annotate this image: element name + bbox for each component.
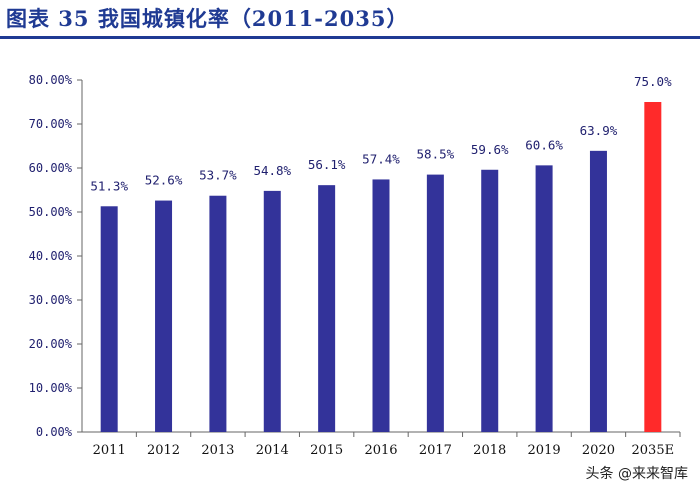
- bar: [481, 169, 499, 432]
- data-label: 53.7%: [199, 168, 237, 183]
- bar: [426, 174, 444, 432]
- data-label: 57.4%: [362, 151, 400, 166]
- x-tick-label: 2016: [364, 443, 397, 458]
- data-label: 59.6%: [471, 142, 509, 157]
- bar: [263, 190, 281, 432]
- y-tick-label: 20.00%: [29, 337, 73, 351]
- data-label: 51.3%: [90, 178, 128, 193]
- x-tick-label: 2019: [528, 443, 561, 458]
- data-label: 63.9%: [580, 123, 618, 138]
- x-tick-label: 2012: [147, 443, 180, 458]
- bar: [535, 165, 553, 433]
- bar: [155, 200, 173, 432]
- y-tick-label: 80.00%: [29, 73, 73, 87]
- bar: [372, 179, 390, 432]
- data-label: 60.6%: [525, 137, 563, 152]
- title-underline: [0, 36, 700, 39]
- data-label: 56.1%: [308, 157, 346, 172]
- x-tick-label: 2017: [419, 443, 452, 458]
- bar: [100, 206, 118, 432]
- data-label: 58.5%: [417, 147, 455, 162]
- y-tick-label: 40.00%: [29, 249, 73, 263]
- x-tick-label: 2011: [93, 443, 126, 458]
- chart-title: 图表 35 我国城镇化率（2011-2035）: [6, 6, 409, 31]
- data-label: 54.8%: [253, 163, 291, 178]
- y-tick-label: 30.00%: [29, 293, 73, 307]
- bar: [318, 185, 336, 432]
- y-tick-label: 50.00%: [29, 205, 73, 219]
- y-tick-label: 70.00%: [29, 117, 73, 131]
- x-tick-label: 2015: [310, 443, 343, 458]
- x-tick-label: 2013: [201, 443, 234, 458]
- watermark: 头条 @来来智库: [581, 462, 692, 484]
- data-label: 75.0%: [634, 74, 672, 89]
- bar: [209, 195, 227, 432]
- data-label: 52.6%: [145, 173, 183, 188]
- y-tick-label: 0.00%: [36, 425, 73, 439]
- x-tick-label: 2014: [256, 443, 289, 458]
- bar: [589, 150, 607, 432]
- x-tick-label: 2018: [473, 443, 506, 458]
- forecast-bar: [644, 102, 662, 432]
- x-tick-label: 2035E: [632, 443, 675, 458]
- y-tick-label: 60.00%: [29, 161, 73, 175]
- x-tick-label: 2020: [582, 443, 615, 458]
- y-tick-label: 10.00%: [29, 381, 73, 395]
